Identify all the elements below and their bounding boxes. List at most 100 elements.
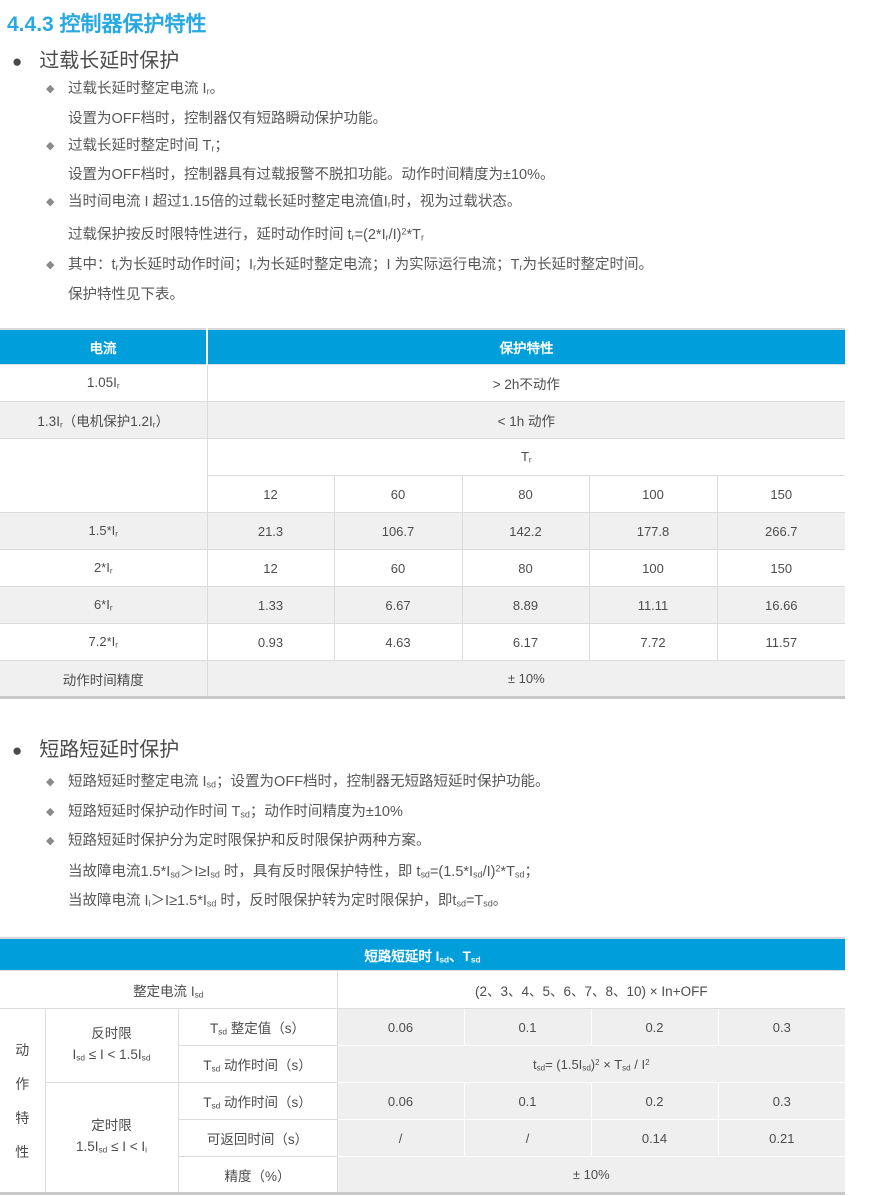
cell-value: 80 [461,549,590,588]
overload-bullet-list: ◆ 过载长延时整定电流 Ir。 设置为OFF档时，控制器仅有短路瞬动保护功能。 ◆… [0,76,882,309]
cell-value: 0.1 [463,1008,592,1047]
page: 4.4.3 控制器保护特性 ● 过载长延时保护 ◆ 过载长延时整定电流 Ir。 设… [0,13,882,1196]
cell-value: 150 [716,475,846,514]
group-range: Isd ≤ I < 1.5Isd [72,1047,151,1063]
cell-value: 7.72 [588,623,718,662]
section-heading-text: 短路短延时保护 [39,739,180,762]
table-row: 6*Ir 1.33 6.67 8.89 11.11 16.66 [0,586,846,625]
row-label: 7.2*Ir [0,623,208,662]
cell-value: 0.3 [717,1008,846,1047]
cell-value: 0.06 [336,1008,465,1047]
list-item: 设置为OFF档时，控制器具有过载报警不脱扣功能。动作时间精度为±10%。 [0,162,882,189]
short-delay-table: 短路短延时 Isd、Tsd 整定电流 Isd (2、3、4、5、6、7、8、10… [0,936,846,1196]
cell-value: 142.2 [461,512,590,551]
bullet-text: 过载长延时整定电流 Ir。 [68,81,225,97]
cell-value: 0.3 [717,1082,846,1121]
cell-value: 6.17 [461,623,590,662]
page-title: 4.4.3 控制器保护特性 [7,13,207,36]
cell-value: 12 [207,475,335,514]
row-label: 可返回时间（s） [178,1119,338,1158]
row-label: Tsd 整定值（s） [177,1008,338,1047]
cell-value: 11.11 [588,586,718,625]
cell-value: 0.2 [590,1008,719,1047]
row-label: 1.05Ir [0,364,208,403]
bullet-text: 保护特性见下表。 [68,286,184,303]
cell-value: ± 10% [336,1156,846,1195]
cell-value: 0.21 [717,1119,846,1158]
table-row: 动作特性 反时限 Isd ≤ I < 1.5Isd Tsd 整定值（s） 0.0… [0,1008,846,1195]
cell-value: < 1h 动作 [206,401,846,440]
section-overload-heading: ● 过载长延时保护 [12,48,882,75]
table-row: 1.05Ir > 2h不动作 [0,364,846,403]
list-item: ◆ 当时间电流 I 超过1.15倍的过载长延时整定电流值Ir时，视为过载状态。 [0,189,882,219]
cell-value: 1.33 [206,586,335,625]
cell-value: 100 [588,475,718,514]
list-item: ◆ 短路短延时保护分为定时限保护和反时限保护两种方案。 [0,828,882,855]
table-row: 1.3Ir（电机保护1.2Ir） < 1h 动作 [0,401,846,440]
cell-value: 8.89 [461,586,590,625]
row-label: Tsd 动作时间（s） [177,1082,338,1121]
cell-value: 16.66 [716,586,846,625]
cell-value: 150 [716,549,846,588]
bullet-text: 当时间电流 I 超过1.15倍的过载长延时整定电流值Ir时，视为过载状态。 [68,194,522,211]
diamond-bullet-icon: ◆ [46,196,55,209]
row-label: 精度（%） [178,1156,338,1195]
cell-value: 0.93 [206,623,335,662]
list-item: 当故障电流1.5*Isd＞I≥Isd 时，具有反时限保护特性，即 tsd=(1.… [0,855,882,888]
table-row: Tr [0,438,846,514]
cell-value: 0.14 [590,1119,719,1158]
table-title: 短路短延时 Isd、Tsd [0,937,846,971]
row-label: 6*Ir [0,586,208,625]
inverse-time-group: 反时限 Isd ≤ I < 1.5Isd [44,1008,179,1084]
list-item: ◆ 短路短延时保护动作时间 Tsd；动作时间精度为±10% [0,799,882,829]
list-item: ◆ 其中：tr为长延时动作时间；Ir为长延时整定电流；I 为实际运行电流；Tr为长… [0,252,882,282]
cell-value: 11.57 [716,623,846,662]
diamond-bullet-icon: ◆ [46,83,55,95]
cell-value: 266.7 [716,512,846,551]
bullet-text: 其中：tr为长延时动作时间；Ir为长延时整定电流；I 为实际运行电流；Tr为长延… [68,256,653,273]
list-item: 当故障电流 Ii＞I≥1.5*Isd 时，反时限保护转为定时限保护，即tsd=T… [0,888,882,918]
bullet-text: 过载长延时整定时间 Tr； [68,137,229,154]
diamond-bullet-icon: ◆ [46,835,55,848]
bullet-text: 设置为OFF档时，控制器仅有短路瞬动保护功能。 [68,110,387,127]
table-row: 2*Ir 12 60 80 100 150 [0,549,846,588]
group-name: 定时限 [91,1118,132,1134]
bullet-text: 短路短延时保护分为定时限保护和反时限保护两种方案。 [68,833,431,850]
bullet-text: 设置为OFF档时，控制器具有过载报警不脱扣功能。动作时间精度为±10%。 [68,167,555,184]
cell-value: 60 [333,549,463,588]
group-name: 反时限 [91,1026,132,1042]
definite-time-group: 定时限 1.5Isd ≤ I < Ii [45,1082,179,1195]
diamond-bullet-icon: ◆ [46,776,55,789]
section-short-delay-heading: ● 短路短延时保护 [12,737,882,764]
formula-cell: tsd= (1.5Isd)2 × Tsd / I2 [336,1045,846,1084]
vertical-label: 动作特性 [15,1041,30,1160]
cell-value: 100 [588,549,718,588]
table-row: 7.2*Ir 0.93 4.63 6.17 7.72 11.57 [0,623,846,662]
row-label: Tsd 动作时间（s） [178,1045,338,1084]
cell-value: 6.67 [333,586,463,625]
cell-value: 177.8 [588,512,718,551]
cell-value: 12 [206,549,335,588]
row-label: 1.3Ir（电机保护1.2Ir） [0,401,208,440]
table-row: 1.5*Ir 21.3 106.7 142.2 177.8 266.7 [0,512,846,551]
bullet-text: 过载保护按反时限特性进行，延时动作时间 tr=(2*Ir/I)2*Tr [68,226,424,244]
section-heading-text: 过载长延时保护 [39,50,180,72]
cell-value: 0.2 [590,1082,719,1121]
bullet-text: 当故障电流1.5*Isd＞I≥Isd 时，具有反时限保护特性，即 tsd=(1.… [68,863,539,880]
short-delay-bullet-list: ◆ 短路短延时整定电流 Isd；设置为OFF档时，控制器无短路短延时保护功能。 ◆… [0,769,882,918]
column-header-current: 电流 [0,328,208,365]
list-item: ◆ 短路短延时整定电流 Isd；设置为OFF档时，控制器无短路短延时保护功能。 [0,769,882,799]
row-label: 1.5*Ir [0,512,208,551]
diamond-bullet-icon: ◆ [46,805,55,818]
table-row: 精度（%） ± 10% [0,1156,846,1195]
cell-value: 21.3 [206,512,335,551]
table-row: 整定电流 Isd (2、3、4、5、6、7、8、10) × In+OFF [0,970,846,1010]
cell-value: 106.7 [333,512,463,551]
list-item: ◆ 过载长延时整定电流 Ir。 [0,76,882,106]
cell-value: (2、3、4、5、6、7、8、10) × In+OFF [336,970,846,1010]
circle-bullet-icon: ● [12,52,23,71]
table-row: 定时限 1.5Isd ≤ I < Ii Tsd 动作时间（s） 0.06 0.1… [0,1082,846,1195]
group-range: 1.5Isd ≤ I < Ii [75,1139,148,1155]
cell-value: 60 [333,475,463,514]
circle-bullet-icon: ● [12,741,23,761]
